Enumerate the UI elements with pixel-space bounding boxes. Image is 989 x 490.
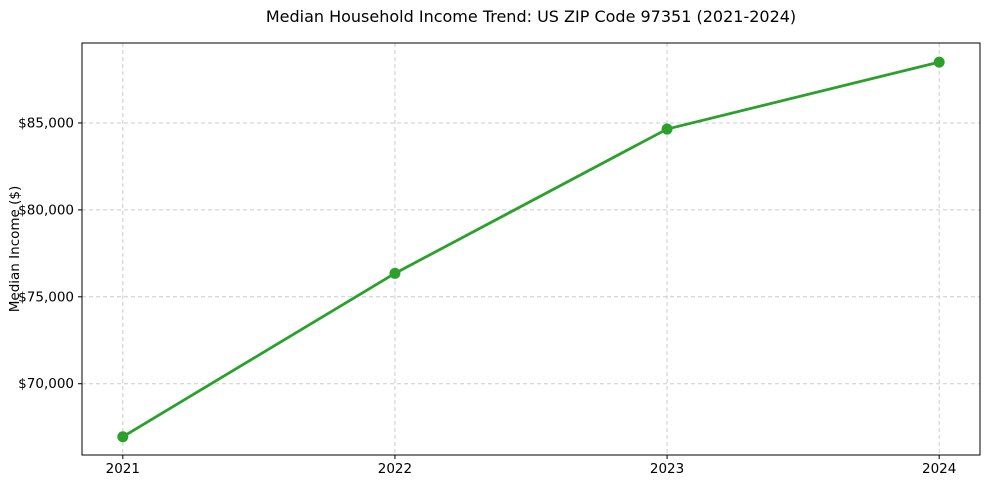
x-tick-label: 2021 bbox=[106, 461, 140, 477]
plot-border bbox=[81, 42, 981, 456]
data-point bbox=[117, 431, 129, 443]
data-point bbox=[933, 56, 945, 68]
x-tick-label: 2023 bbox=[650, 461, 684, 477]
y-tick-label: $75,000 bbox=[18, 289, 74, 305]
x-tick-label: 2022 bbox=[378, 461, 412, 477]
chart-title: Median Household Income Trend: US ZIP Co… bbox=[265, 7, 797, 26]
data-point bbox=[389, 267, 401, 279]
y-tick-label: $85,000 bbox=[18, 115, 74, 131]
y-tick-label: $80,000 bbox=[18, 202, 74, 218]
trend-line bbox=[121, 60, 941, 439]
y-tick-label: $70,000 bbox=[18, 376, 74, 392]
data-point bbox=[661, 123, 673, 135]
x-tick-label: 2024 bbox=[922, 461, 956, 477]
